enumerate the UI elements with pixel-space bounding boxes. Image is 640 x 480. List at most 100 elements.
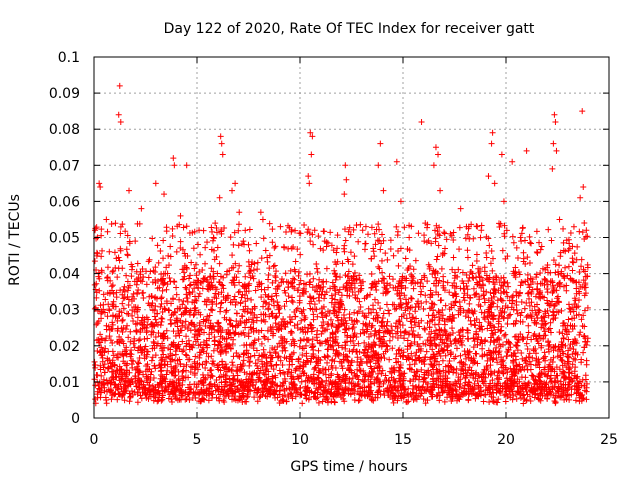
data-point: [135, 359, 142, 366]
data-point: [580, 312, 587, 319]
data-point: [391, 306, 398, 313]
data-point: [157, 303, 164, 310]
data-point: [235, 352, 242, 359]
data-point: [213, 295, 220, 302]
data-point: [135, 287, 142, 294]
data-point: [158, 345, 165, 352]
data-point: [570, 223, 577, 230]
data-point: [249, 314, 256, 321]
data-point: [422, 326, 429, 333]
data-point: [288, 328, 295, 335]
data-point: [427, 287, 434, 294]
data-point: [372, 394, 379, 401]
y-tick-label: 0.02: [49, 339, 80, 355]
data-point: [556, 216, 563, 223]
data-point: [123, 310, 130, 317]
data-point: [218, 289, 225, 296]
data-point: [125, 296, 132, 303]
data-point: [405, 331, 412, 338]
data-point: [577, 329, 584, 336]
data-point: [416, 334, 423, 341]
data-point: [519, 224, 526, 231]
data-point: [230, 372, 237, 379]
data-point: [465, 277, 472, 284]
x-tick-label: 20: [497, 432, 515, 448]
data-point: [355, 288, 362, 295]
data-point: [429, 346, 436, 353]
data-point: [321, 295, 328, 302]
data-point: [305, 226, 312, 233]
data-point: [411, 319, 418, 326]
data-point: [272, 320, 279, 327]
data-point: [254, 266, 261, 273]
data-point: [319, 314, 326, 321]
data-point: [536, 377, 543, 384]
data-point: [265, 306, 272, 313]
data-point: [138, 395, 145, 402]
data-point: [380, 187, 387, 194]
data-point: [436, 224, 443, 231]
data-point: [276, 367, 283, 374]
data-point: [329, 364, 336, 371]
data-point: [403, 356, 410, 363]
data-point: [441, 230, 448, 237]
data-point: [576, 228, 583, 235]
data-point: [275, 306, 282, 313]
data-point: [373, 309, 380, 316]
data-point: [435, 321, 442, 328]
data-point: [556, 262, 563, 269]
data-point: [553, 147, 560, 154]
data-point: [144, 348, 151, 355]
data-point: [549, 278, 556, 285]
data-point: [104, 264, 111, 271]
data-point: [379, 315, 386, 322]
data-point: [502, 302, 509, 309]
data-point: [572, 397, 579, 404]
data-point: [167, 316, 174, 323]
data-point: [253, 317, 260, 324]
x-tick-label: 15: [394, 432, 412, 448]
data-point: [317, 245, 324, 252]
data-point: [561, 273, 568, 280]
data-point: [307, 238, 314, 245]
data-point: [236, 209, 243, 216]
data-point: [475, 301, 482, 308]
data-point: [205, 353, 212, 360]
data-point: [473, 258, 480, 265]
data-point: [229, 187, 236, 194]
data-point: [427, 294, 434, 301]
data-point: [308, 151, 315, 158]
data-point: [208, 372, 215, 379]
data-point: [307, 294, 314, 301]
data-point: [115, 111, 122, 118]
data-point: [191, 265, 198, 272]
data-point: [453, 365, 460, 372]
data-point: [357, 221, 364, 228]
data-point: [435, 291, 442, 298]
data-point: [455, 266, 462, 273]
data-point: [280, 397, 287, 404]
data-point: [342, 162, 349, 169]
data-point: [577, 194, 584, 201]
data-point: [565, 354, 572, 361]
data-point: [538, 243, 545, 250]
data-point: [288, 390, 295, 397]
data-point: [257, 209, 264, 216]
data-point: [243, 398, 250, 405]
data-point: [149, 235, 156, 242]
data-point: [338, 394, 345, 401]
data-point: [109, 348, 116, 355]
data-point: [509, 233, 516, 240]
data-point: [186, 356, 193, 363]
data-point: [255, 356, 262, 363]
data-point: [195, 293, 202, 300]
data-point: [416, 323, 423, 330]
data-point: [103, 274, 110, 281]
data-point: [182, 351, 189, 358]
data-point: [158, 315, 165, 322]
data-point: [104, 379, 111, 386]
data-point: [408, 324, 415, 331]
data-point: [406, 234, 413, 241]
data-point: [266, 349, 273, 356]
data-point: [143, 281, 150, 288]
